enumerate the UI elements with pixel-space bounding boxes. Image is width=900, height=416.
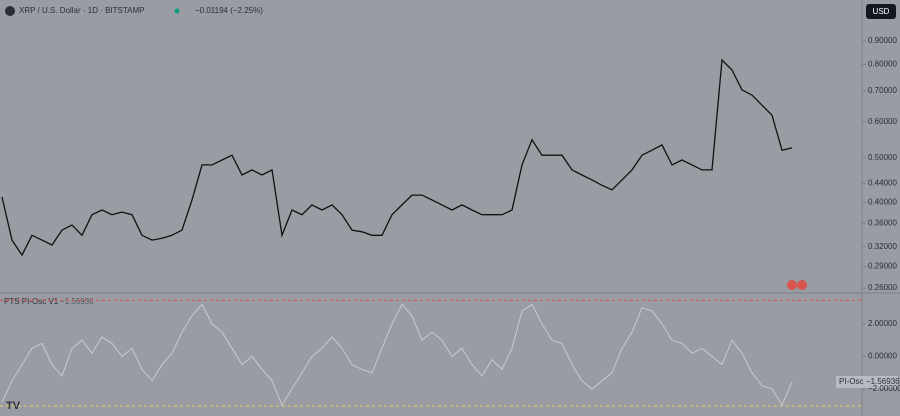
- y-tick-label: 0.44000: [868, 179, 897, 188]
- y-tick-label: 0.90000: [868, 36, 897, 45]
- price-change: −0.01194 (−2.25%): [195, 6, 263, 15]
- y-tick-label: −2.00000: [868, 384, 900, 393]
- series-line: [1, 303, 793, 407]
- currency-label[interactable]: USD: [873, 7, 890, 16]
- series-line: [1, 58, 793, 257]
- status-dot: [174, 8, 180, 14]
- y-tick-label: 0.00000: [868, 352, 897, 361]
- event-icon[interactable]: [787, 280, 797, 290]
- indicator-tag-name: PI-Osc: [839, 377, 863, 386]
- y-tick-label: 0.26000: [868, 283, 897, 292]
- y-tick-label: 0.36000: [868, 218, 897, 227]
- chart-title: XRP / U.S. Dollar · 1D · BITSTAMP: [19, 6, 145, 15]
- y-tick-label: 0.40000: [868, 198, 897, 207]
- indicator-tag-value: −1.56936: [866, 377, 900, 386]
- y-tick-label: 0.60000: [868, 117, 897, 126]
- y-tick-label: 2.00000: [868, 319, 897, 328]
- indicator-tag: [836, 376, 898, 388]
- indicator-value: −1.56936: [60, 297, 94, 306]
- y-tick-label: 0.32000: [868, 242, 897, 251]
- y-tick-label: 0.29000: [868, 262, 897, 271]
- symbol-icon: [5, 6, 15, 16]
- y-tick-label: 0.70000: [868, 86, 897, 95]
- y-tick-label: 0.50000: [868, 153, 897, 162]
- indicator-title: PTS PI-Osc V1: [4, 297, 59, 306]
- currency-button[interactable]: [866, 4, 896, 19]
- event-icon[interactable]: [797, 280, 807, 290]
- y-tick-label: 0.80000: [868, 60, 897, 69]
